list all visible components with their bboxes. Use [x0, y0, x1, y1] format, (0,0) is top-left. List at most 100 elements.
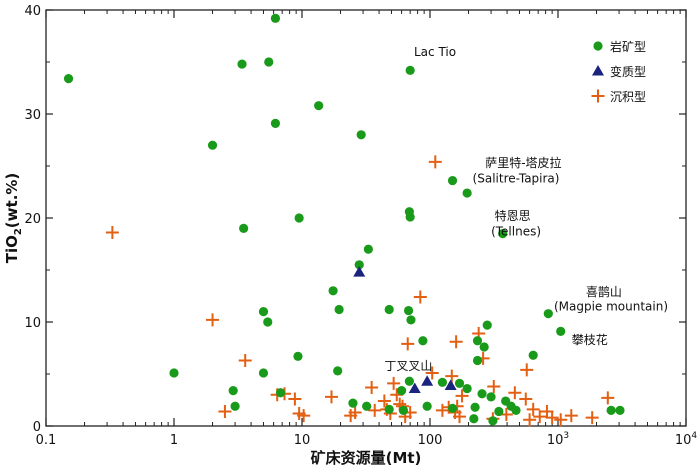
point-igneous — [207, 140, 218, 150]
point-igneous — [384, 404, 394, 414]
point-sedimentary — [368, 403, 382, 417]
point-igneous — [258, 307, 269, 317]
y-tick-label: 30 — [24, 108, 41, 123]
point-igneous — [462, 188, 472, 198]
point-sedimentary — [435, 403, 449, 417]
plot-frame — [45, 9, 687, 427]
legend-label: 岩矿型 — [610, 39, 646, 54]
point-igneous — [405, 65, 415, 75]
point-annotation: Lac Tio — [414, 45, 456, 59]
point-annotation: 特恩思 — [495, 208, 531, 223]
point-metamorphic — [353, 266, 366, 277]
point-sedimentary — [545, 411, 559, 425]
point-annotation: (Magpie mountain) — [554, 300, 668, 314]
x-tick-label: 0.1 — [36, 433, 57, 448]
point-sedimentary — [523, 413, 537, 427]
point-sedimentary — [324, 390, 338, 404]
point-igneous — [482, 320, 492, 330]
point-igneous — [470, 402, 480, 412]
point-annotation: 喜鹊山 — [586, 285, 622, 299]
legend-marker — [593, 41, 603, 51]
point-sedimentary — [520, 363, 534, 377]
point-igneous — [314, 101, 324, 111]
point-sedimentary — [348, 405, 362, 419]
point-igneous — [239, 223, 249, 233]
point-sedimentary — [455, 389, 469, 403]
point-igneous — [422, 401, 432, 411]
point-sedimentary — [401, 337, 415, 351]
y-tick-label: 40 — [24, 4, 41, 19]
legend-marker — [592, 65, 604, 76]
y-axis-label-main: TiO — [3, 235, 21, 263]
x-tick-label-exponent: 3 — [563, 431, 569, 441]
point-igneous — [397, 386, 407, 396]
point-igneous — [437, 377, 448, 387]
point-igneous — [294, 213, 304, 223]
point-igneous — [472, 336, 483, 346]
point-sedimentary — [238, 353, 252, 367]
point-igneous — [447, 175, 458, 186]
point-sedimentary — [387, 376, 401, 390]
point-sedimentary — [533, 410, 547, 424]
point-igneous — [258, 368, 269, 378]
point-igneous — [418, 336, 428, 346]
x-axis-label: 矿床资源量(Mt) — [311, 449, 422, 467]
point-sedimentary — [487, 379, 501, 393]
point-igneous — [363, 244, 373, 254]
point-igneous — [462, 383, 472, 394]
point-igneous — [384, 304, 394, 315]
point-annotation: 攀枝花 — [572, 332, 608, 347]
point-igneous — [169, 368, 179, 378]
point-annotation: 萨里特-塔皮拉 — [485, 155, 561, 170]
legend-label: 变质型 — [610, 64, 646, 79]
point-sedimentary — [206, 313, 220, 327]
point-igneous — [479, 342, 489, 352]
axis-ticks: 0 10 20 30 40 0.1 1 10 100 103 104 — [24, 4, 697, 448]
point-metamorphic — [444, 379, 457, 390]
point-igneous — [404, 376, 414, 386]
point-igneous — [333, 366, 343, 376]
y-tick-label: 0 — [33, 420, 41, 435]
point-annotation: (Salitre-Tapira) — [473, 172, 560, 186]
point-igneous — [488, 416, 498, 426]
y-axis-label: TiO2(wt.%) — [3, 173, 24, 264]
point-igneous — [293, 351, 303, 361]
point-sedimentary — [428, 155, 442, 169]
point-sedimentary — [585, 411, 599, 425]
point-annotation: (Tellnes) — [491, 225, 541, 239]
point-igneous — [528, 350, 538, 360]
point-igneous — [230, 401, 240, 411]
point-sedimentary — [601, 391, 615, 405]
point-igneous — [405, 212, 415, 222]
data-points — [63, 13, 625, 427]
point-igneous — [472, 355, 483, 366]
point-igneous — [356, 130, 366, 140]
point-igneous — [403, 305, 414, 316]
point-igneous — [494, 406, 504, 417]
point-igneous — [228, 386, 238, 396]
point-igneous — [270, 118, 281, 128]
x-tick-label: 10 — [294, 433, 311, 448]
x-tick-label: 103 — [547, 431, 569, 448]
point-sedimentary — [526, 402, 540, 416]
y-axis-label-sub: 2 — [13, 228, 24, 235]
point-igneous — [334, 304, 344, 315]
point-igneous — [606, 405, 616, 415]
point-sedimentary — [377, 394, 391, 408]
point-sedimentary — [297, 409, 311, 423]
x-tick-label: 104 — [675, 431, 698, 448]
legend-marker — [591, 89, 605, 103]
point-igneous — [328, 286, 338, 296]
point-sedimentary — [288, 392, 302, 406]
y-axis-label-tail: (wt.%) — [3, 173, 21, 228]
point-igneous — [275, 388, 286, 398]
point-sedimentary — [218, 404, 232, 418]
point-sedimentary — [425, 366, 439, 380]
point-igneous — [63, 74, 74, 84]
y-tick-label: 20 — [24, 212, 41, 227]
point-sedimentary — [564, 409, 578, 423]
point-igneous — [486, 392, 496, 402]
point-sedimentary — [554, 413, 568, 427]
